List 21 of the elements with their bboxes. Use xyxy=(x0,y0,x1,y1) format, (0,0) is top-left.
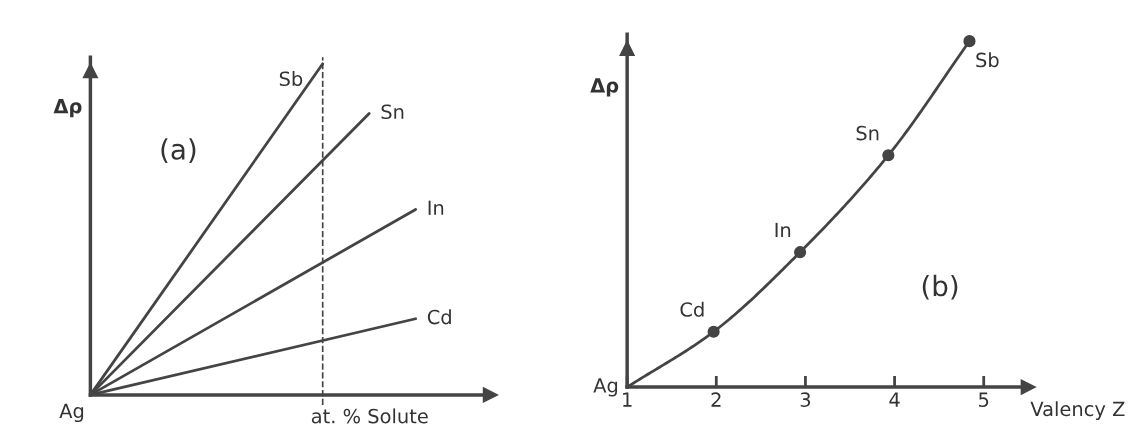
x-tick-label: 1 xyxy=(623,392,632,407)
annotation: Cd xyxy=(680,301,704,317)
annotation: Ag xyxy=(593,378,618,397)
series-label: In xyxy=(428,200,444,215)
x-tick-label: 5 xyxy=(979,392,989,408)
x-tick-label: 4 xyxy=(889,392,900,407)
annotation: Sb xyxy=(976,52,999,68)
annotation: Sn xyxy=(856,125,879,141)
annotation: (b) xyxy=(922,274,958,300)
series-label: Sb xyxy=(279,71,303,87)
annotation: (a) xyxy=(161,138,196,164)
y-axis-title: Δρ xyxy=(53,99,82,118)
annotation: In xyxy=(775,222,791,238)
x-tick-label: 3 xyxy=(800,392,811,408)
x-axis-title: at. % Solute xyxy=(311,408,428,424)
series-label: Cd xyxy=(427,309,451,325)
y-axis-title: Δρ xyxy=(590,78,619,97)
x-axis-title: Valency Z xyxy=(1030,401,1125,421)
x-tick-label: 2 xyxy=(711,392,721,407)
series-label: Sn xyxy=(381,104,404,120)
text: Ag xyxy=(59,403,84,423)
